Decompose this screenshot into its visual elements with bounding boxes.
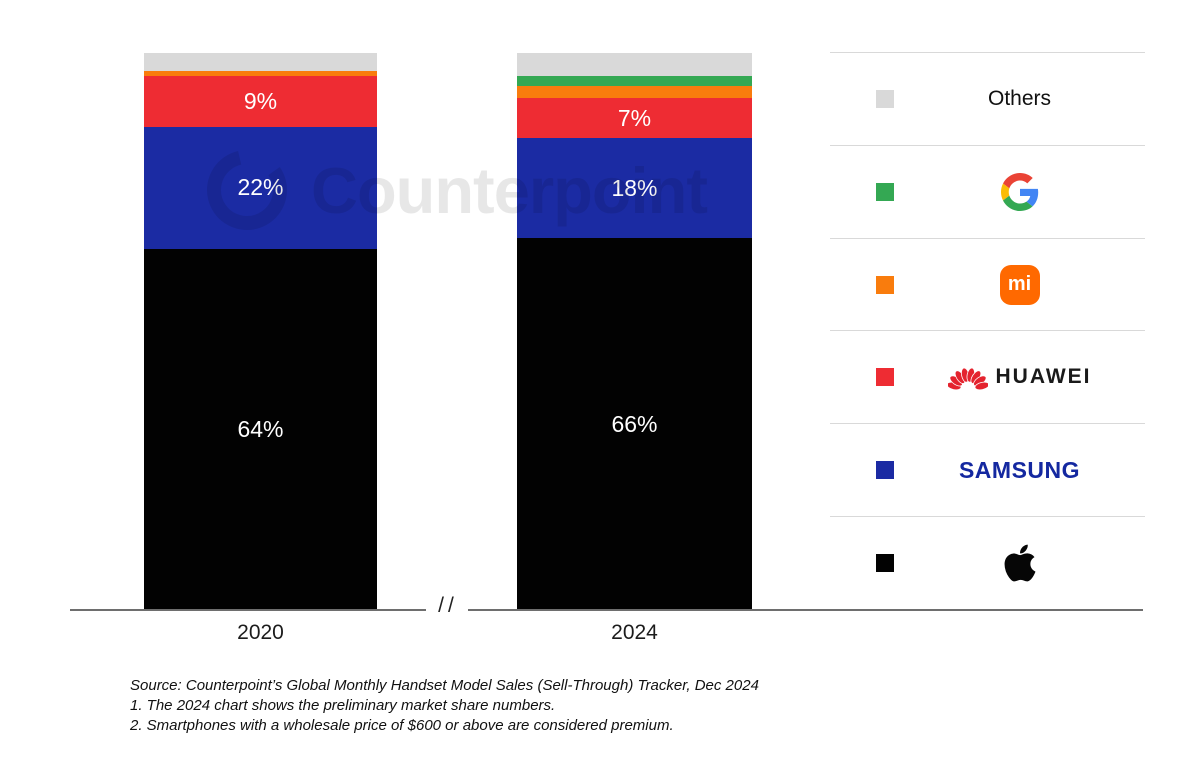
source-line-3: 2. Smartphones with a wholesale price of… [130,716,674,734]
legend-row-google [830,144,1145,238]
bar-segment-xiaomi-2024 [517,85,752,99]
bar-segment-samsung-2024: 18% [517,138,752,239]
legend-row-others: Others [830,53,1145,145]
others-swatch [876,89,894,108]
bar-segment-others-2024 [517,53,752,76]
samsung-swatch [876,461,894,480]
x-axis-line-right [468,609,1143,611]
stacked-bar-2024: 7% 18% 66% [517,53,752,611]
bar-segment-xiaomi-2020 [144,70,377,76]
x-axis-line-left [70,609,426,611]
google-logo-icon [1000,172,1038,211]
huawei-petals-icon [947,367,988,391]
bar-segment-samsung-2020: 22% [144,126,377,249]
samsung-wordmark: SAMSUNG [958,456,1081,483]
legend-row-huawei: HUAWEI [830,330,1145,423]
segment-label-huawei-2024: 7% [617,104,652,131]
google-swatch [876,182,894,201]
huawei-swatch [876,368,894,387]
xiaomi-swatch [876,275,894,294]
x-tick-2020: 2020 [237,621,284,644]
legend-row-xiaomi: mi [830,237,1145,331]
segment-label-samsung-2024: 18% [611,174,658,201]
others-label: Others [987,86,1052,110]
segment-label-samsung-2020: 22% [237,174,284,201]
segment-label-apple-2020: 64% [237,416,284,443]
bar-segment-apple-2024: 66% [517,238,752,611]
bar-segment-huawei-2024: 7% [517,98,752,139]
xiaomi-mi-logo-icon: mi [999,264,1040,305]
x-tick-2024: 2024 [611,621,658,644]
bar-segment-huawei-2020: 9% [144,75,377,127]
axis-break-symbol: // [438,594,458,617]
apple-logo-icon [1004,544,1035,582]
huawei-wordmark: HUAWEI [995,365,1092,389]
legend-row-apple [830,516,1145,609]
mi-glyph: mi [1007,273,1032,296]
bar-segment-others-2020 [144,53,377,71]
bar-segment-google-2024 [517,75,752,86]
legend-row-samsung: SAMSUNG [830,423,1145,516]
source-line-2: 1. The 2024 chart shows the preliminary … [130,696,556,714]
source-line-1: Source: Counterpoint’s Global Monthly Ha… [130,677,759,694]
segment-label-huawei-2020: 9% [243,87,278,114]
apple-swatch [876,554,894,573]
bar-segment-apple-2020: 64% [144,248,377,611]
legend-panel: Others mi [830,52,1145,609]
stacked-bar-2020: 9% 22% 64% [144,53,377,611]
source-notes: Source: Counterpoint’s Global Monthly Ha… [130,676,759,735]
segment-label-apple-2024: 66% [611,411,658,438]
